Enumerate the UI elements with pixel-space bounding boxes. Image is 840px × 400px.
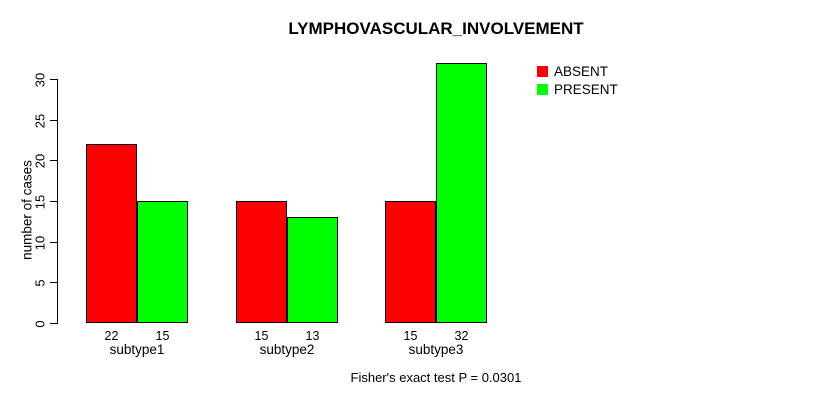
- y-tick-label: 30: [32, 72, 48, 88]
- y-tick: [50, 282, 57, 283]
- legend-swatch-absent: [537, 66, 548, 77]
- bar-absent-subtype1: [86, 144, 137, 323]
- bar-value-label: 15: [254, 329, 269, 343]
- y-tick-label: 20: [32, 153, 48, 169]
- y-tick: [50, 242, 57, 243]
- y-tick-label: 5: [32, 279, 48, 287]
- y-tick: [50, 323, 57, 324]
- bar-present-subtype1: [137, 201, 188, 323]
- category-label-subtype3: subtype3: [408, 342, 464, 357]
- y-tick-label: 25: [32, 113, 48, 129]
- bar-value-label: 13: [305, 329, 320, 343]
- y-tick-label: 15: [32, 194, 48, 210]
- legend-label: ABSENT: [554, 64, 609, 79]
- bar-present-subtype2: [287, 217, 338, 323]
- y-tick: [50, 79, 57, 80]
- bar-value-label: 15: [403, 329, 418, 343]
- y-tick: [50, 120, 57, 121]
- y-axis-line: [57, 79, 58, 324]
- legend-item-present: PRESENT: [537, 82, 618, 97]
- legend-swatch-present: [537, 84, 548, 95]
- category-label-subtype2: subtype2: [259, 342, 315, 357]
- bar-value-label: 22: [104, 329, 119, 343]
- bar-present-subtype3: [436, 63, 487, 323]
- bar-absent-subtype2: [236, 201, 287, 323]
- y-tick-label: 0: [32, 320, 48, 328]
- category-label-subtype1: subtype1: [109, 342, 165, 357]
- legend-item-absent: ABSENT: [537, 64, 618, 79]
- y-tick-label: 10: [32, 235, 48, 251]
- bar-absent-subtype3: [385, 201, 436, 323]
- legend-label: PRESENT: [554, 82, 618, 97]
- y-tick: [50, 201, 57, 202]
- bar-value-label: 32: [454, 329, 469, 343]
- subtitle-text: Fisher's exact test P = 0.0301: [350, 370, 522, 385]
- legend: ABSENT PRESENT: [537, 64, 618, 97]
- chart-title: LYMPHOVASCULAR_INVOLVEMENT: [288, 19, 584, 38]
- y-tick: [50, 160, 57, 161]
- bar-value-label: 15: [155, 329, 170, 343]
